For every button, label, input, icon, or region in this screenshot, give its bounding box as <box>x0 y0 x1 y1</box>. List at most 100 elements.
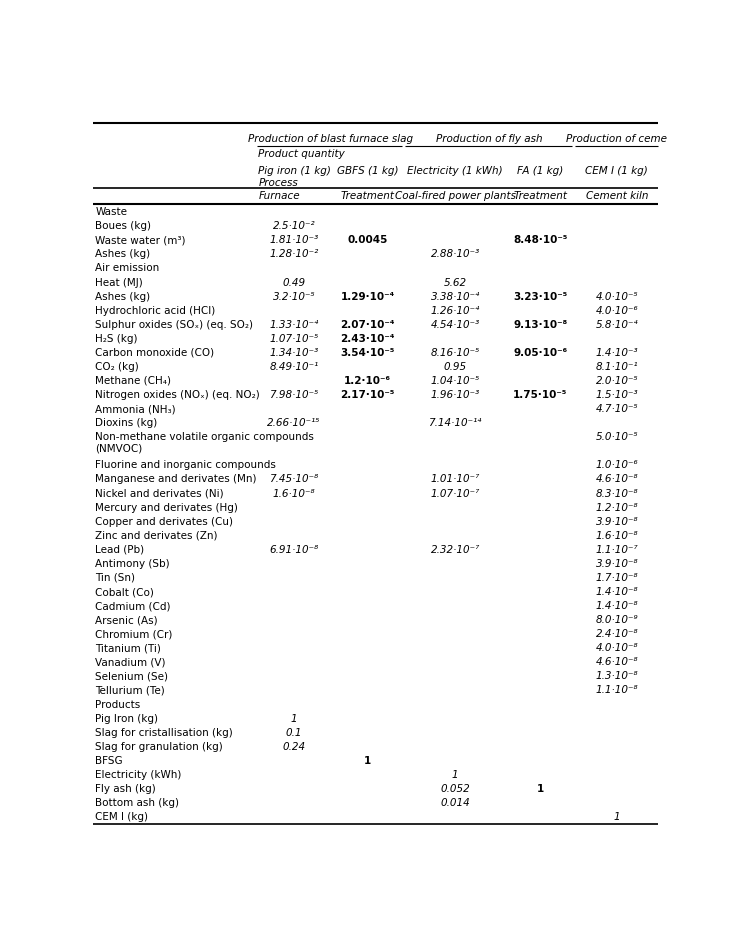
Text: Antimony (Sb): Antimony (Sb) <box>95 559 170 568</box>
Text: 1.81·10⁻³: 1.81·10⁻³ <box>269 235 318 246</box>
Text: 1.04·10⁻⁵: 1.04·10⁻⁵ <box>430 376 479 386</box>
Text: 3.38·10⁻⁴: 3.38·10⁻⁴ <box>430 292 479 302</box>
Text: Production of ceme: Production of ceme <box>567 133 668 144</box>
Text: 1.7·10⁻⁸: 1.7·10⁻⁸ <box>596 573 638 582</box>
Text: H₂S (kg): H₂S (kg) <box>95 334 138 344</box>
Text: 4.7·10⁻⁵: 4.7·10⁻⁵ <box>596 404 638 414</box>
Text: 7.45·10⁻⁸: 7.45·10⁻⁸ <box>269 475 318 484</box>
Text: FA (1 kg): FA (1 kg) <box>517 166 564 176</box>
Text: Bottom ash (kg): Bottom ash (kg) <box>95 798 179 808</box>
Text: Production of fly ash: Production of fly ash <box>436 133 543 144</box>
Text: 1.96·10⁻³: 1.96·10⁻³ <box>430 390 479 400</box>
Text: 1.3·10⁻⁸: 1.3·10⁻⁸ <box>596 672 638 681</box>
Text: Hydrochloric acid (HCl): Hydrochloric acid (HCl) <box>95 306 216 316</box>
Text: 1.2·10⁻⁶: 1.2·10⁻⁶ <box>344 376 392 386</box>
Text: 0.052: 0.052 <box>440 784 470 794</box>
Text: Fly ash (kg): Fly ash (kg) <box>95 784 156 794</box>
Text: Copper and derivates (Cu): Copper and derivates (Cu) <box>95 517 234 526</box>
Text: 3.2·10⁻⁵: 3.2·10⁻⁵ <box>273 292 315 302</box>
Text: Slag for cristallisation (kg): Slag for cristallisation (kg) <box>95 728 234 737</box>
Text: 4.6·10⁻⁸: 4.6·10⁻⁸ <box>596 475 638 484</box>
Text: 1.07·10⁻⁷: 1.07·10⁻⁷ <box>430 489 479 498</box>
Text: 8.49·10⁻¹: 8.49·10⁻¹ <box>269 362 318 372</box>
Text: 2.0·10⁻⁵: 2.0·10⁻⁵ <box>596 376 638 386</box>
Text: 8.48·10⁻⁵: 8.48·10⁻⁵ <box>513 235 567 246</box>
Text: 2.66·10⁻¹⁵: 2.66·10⁻¹⁵ <box>267 418 321 428</box>
Text: 0.1: 0.1 <box>285 728 302 737</box>
Text: 1.26·10⁻⁴: 1.26·10⁻⁴ <box>430 306 479 316</box>
Text: 0.49: 0.49 <box>283 278 305 288</box>
Text: 0.24: 0.24 <box>283 742 305 751</box>
Text: 3.9·10⁻⁸: 3.9·10⁻⁸ <box>596 517 638 526</box>
Text: 7.98·10⁻⁵: 7.98·10⁻⁵ <box>269 390 318 400</box>
Text: 8.16·10⁻⁵: 8.16·10⁻⁵ <box>430 348 479 358</box>
Text: Pig iron (1 kg)
Process: Pig iron (1 kg) Process <box>258 166 331 188</box>
Text: Waste: Waste <box>95 207 127 218</box>
Text: 3.23·10⁻⁵: 3.23·10⁻⁵ <box>513 292 567 302</box>
Text: 2.32·10⁻⁷: 2.32·10⁻⁷ <box>430 545 479 554</box>
Text: 2.43·10⁻⁴: 2.43·10⁻⁴ <box>340 334 395 344</box>
Text: Mercury and derivates (Hg): Mercury and derivates (Hg) <box>95 503 239 512</box>
Text: 0.0045: 0.0045 <box>348 235 388 246</box>
Text: 1.1·10⁻⁷: 1.1·10⁻⁷ <box>596 545 638 554</box>
Text: Products: Products <box>95 700 141 709</box>
Text: 2.17·10⁻⁵: 2.17·10⁻⁵ <box>340 390 395 400</box>
Text: 1: 1 <box>613 812 620 822</box>
Text: Air emission: Air emission <box>95 264 160 274</box>
Text: CEM I (kg): CEM I (kg) <box>95 812 149 822</box>
Text: 4.0·10⁻⁵: 4.0·10⁻⁵ <box>596 292 638 302</box>
Text: 6.91·10⁻⁸: 6.91·10⁻⁸ <box>269 545 318 554</box>
Text: Ashes (kg): Ashes (kg) <box>95 250 151 260</box>
Text: Zinc and derivates (Zn): Zinc and derivates (Zn) <box>95 531 218 540</box>
Text: 1.6·10⁻⁸: 1.6·10⁻⁸ <box>596 531 638 540</box>
Text: 3.9·10⁻⁸: 3.9·10⁻⁸ <box>596 559 638 568</box>
Text: 1.34·10⁻³: 1.34·10⁻³ <box>269 348 318 358</box>
Text: Coal-fired power plants: Coal-fired power plants <box>395 190 515 201</box>
Text: Treatment: Treatment <box>513 190 567 201</box>
Text: 1.07·10⁻⁵: 1.07·10⁻⁵ <box>269 334 318 344</box>
Text: 1: 1 <box>364 756 371 765</box>
Text: Nickel and derivates (Ni): Nickel and derivates (Ni) <box>95 489 224 498</box>
Text: Vanadium (V): Vanadium (V) <box>95 658 166 667</box>
Text: 4.0·10⁻⁶: 4.0·10⁻⁶ <box>596 306 638 316</box>
Text: Cadmium (Cd): Cadmium (Cd) <box>95 601 171 611</box>
Text: 1.6·10⁻⁸: 1.6·10⁻⁸ <box>273 489 315 498</box>
Text: 1.4·10⁻⁸: 1.4·10⁻⁸ <box>596 587 638 597</box>
Text: 1.4·10⁻⁸: 1.4·10⁻⁸ <box>596 601 638 611</box>
Text: Selenium (Se): Selenium (Se) <box>95 672 168 681</box>
Text: Tin (Sn): Tin (Sn) <box>95 573 135 582</box>
Text: BFSG: BFSG <box>95 756 123 765</box>
Text: 1.75·10⁻⁵: 1.75·10⁻⁵ <box>513 390 567 400</box>
Text: 1: 1 <box>291 714 297 723</box>
Text: Product quantity: Product quantity <box>258 149 345 159</box>
Text: Slag for granulation (kg): Slag for granulation (kg) <box>95 742 223 751</box>
Text: Carbon monoxide (CO): Carbon monoxide (CO) <box>95 348 214 358</box>
Text: Titanium (Ti): Titanium (Ti) <box>95 643 161 653</box>
Text: 1.01·10⁻⁷: 1.01·10⁻⁷ <box>430 475 479 484</box>
Text: 8.0·10⁻⁹: 8.0·10⁻⁹ <box>596 615 638 625</box>
Text: Arsenic (As): Arsenic (As) <box>95 615 158 625</box>
Text: 9.13·10⁻⁸: 9.13·10⁻⁸ <box>513 320 567 330</box>
Text: Cobalt (Co): Cobalt (Co) <box>95 587 154 597</box>
Text: 4.6·10⁻⁸: 4.6·10⁻⁸ <box>596 658 638 667</box>
Text: 1.28·10⁻²: 1.28·10⁻² <box>269 250 318 260</box>
Text: 4.54·10⁻³: 4.54·10⁻³ <box>430 320 479 330</box>
Text: Dioxins (kg): Dioxins (kg) <box>95 418 157 428</box>
Text: Sulphur oxides (SOₓ) (eq. SO₂): Sulphur oxides (SOₓ) (eq. SO₂) <box>95 320 253 330</box>
Text: Waste water (m³): Waste water (m³) <box>95 235 186 246</box>
Text: 2.4·10⁻⁸: 2.4·10⁻⁸ <box>596 629 638 639</box>
Text: Electricity (1 kWh): Electricity (1 kWh) <box>407 166 503 176</box>
Text: 5.0·10⁻⁵: 5.0·10⁻⁵ <box>596 432 638 442</box>
Text: 3.54·10⁻⁵: 3.54·10⁻⁵ <box>340 348 395 358</box>
Text: 1.0·10⁻⁶: 1.0·10⁻⁶ <box>596 461 638 470</box>
Text: CEM I (1 kg): CEM I (1 kg) <box>586 166 649 176</box>
Text: 1.33·10⁻⁴: 1.33·10⁻⁴ <box>269 320 318 330</box>
Text: 1: 1 <box>452 770 458 779</box>
Text: Chromium (Cr): Chromium (Cr) <box>95 629 173 639</box>
Text: 2.88·10⁻³: 2.88·10⁻³ <box>430 250 479 260</box>
Text: 8.1·10⁻¹: 8.1·10⁻¹ <box>596 362 638 372</box>
Text: Lead (Pb): Lead (Pb) <box>95 545 145 554</box>
Text: 4.0·10⁻⁸: 4.0·10⁻⁸ <box>596 643 638 653</box>
Text: Production of blast furnace slag: Production of blast furnace slag <box>248 133 414 144</box>
Text: 2.07·10⁻⁴: 2.07·10⁻⁴ <box>340 320 395 330</box>
